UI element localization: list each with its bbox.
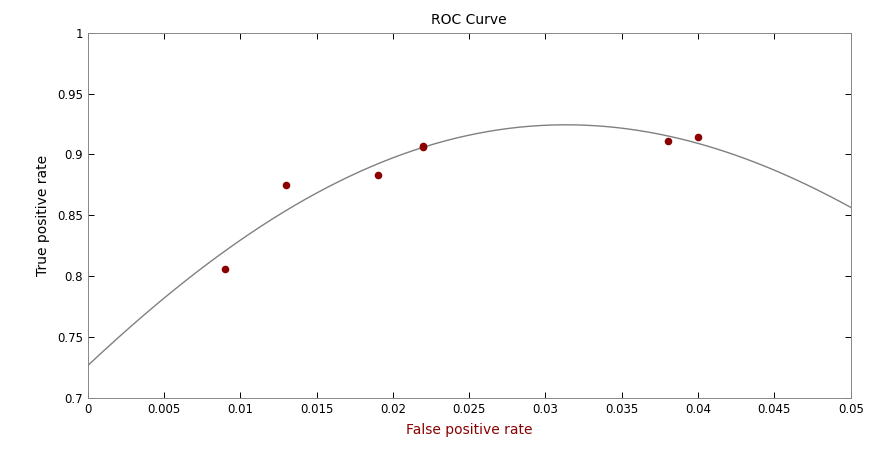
- Point: [218, 265, 232, 272]
- Point: [279, 181, 293, 189]
- Point: [371, 171, 385, 179]
- Point: [417, 143, 431, 151]
- X-axis label: False positive rate: False positive rate: [406, 423, 532, 437]
- Title: ROC Curve: ROC Curve: [431, 14, 507, 28]
- Point: [417, 142, 431, 150]
- Point: [691, 134, 705, 141]
- Point: [660, 137, 674, 145]
- Y-axis label: True positive rate: True positive rate: [36, 155, 50, 276]
